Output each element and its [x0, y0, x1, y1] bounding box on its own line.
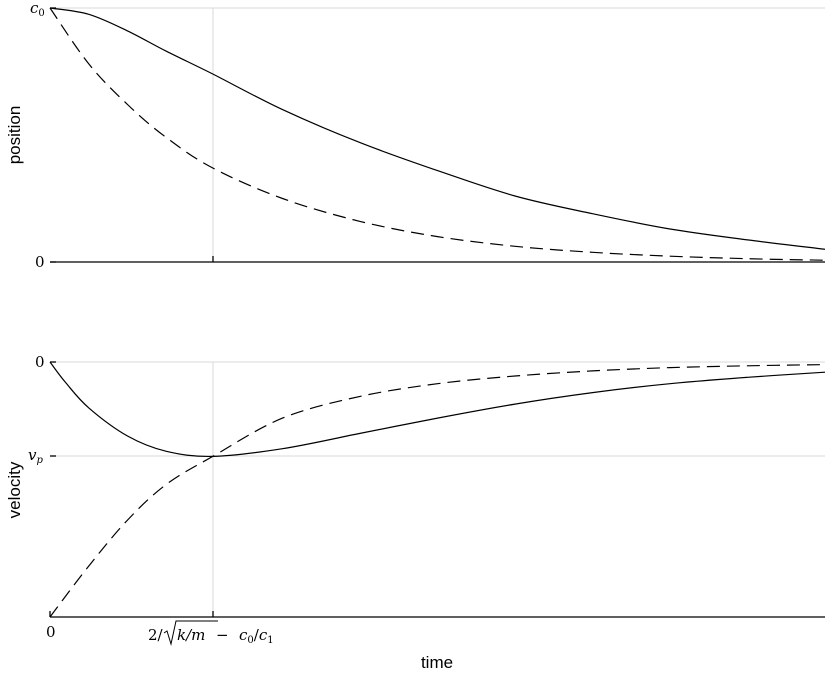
top-ytick-label-c0: c0	[30, 0, 45, 19]
velocity-axis-label: velocity	[5, 461, 24, 518]
bottom-ytick-label-vp: vp	[28, 446, 43, 466]
top-ytick-label-zero: 0	[35, 253, 45, 271]
sqrt-radical-icon	[163, 620, 218, 646]
velocity-panel: 0 vp 0 2/ k/m − c0/c1 velocity time	[5, 353, 826, 672]
position-axis-label: position	[5, 106, 24, 165]
xtick-marker-minus: −	[216, 626, 229, 644]
position-dashed-series	[49, 7, 826, 261]
velocity-dashed-series	[49, 364, 826, 618]
position-panel: c0 0 position	[5, 0, 826, 271]
xtick-marker-two: 2/	[148, 626, 164, 644]
position-solid-series	[49, 7, 826, 250]
xtick-label-marker: 2/ k/m − c0/c1	[148, 620, 274, 646]
xtick-marker-km: k/m	[177, 626, 205, 644]
xtick-label-zero: 0	[46, 623, 56, 641]
xtick-marker-c0: c0/c1	[239, 626, 274, 646]
velocity-solid-series	[49, 361, 826, 458]
bottom-ytick-label-zero: 0	[35, 353, 45, 371]
time-axis-label: time	[421, 653, 453, 672]
